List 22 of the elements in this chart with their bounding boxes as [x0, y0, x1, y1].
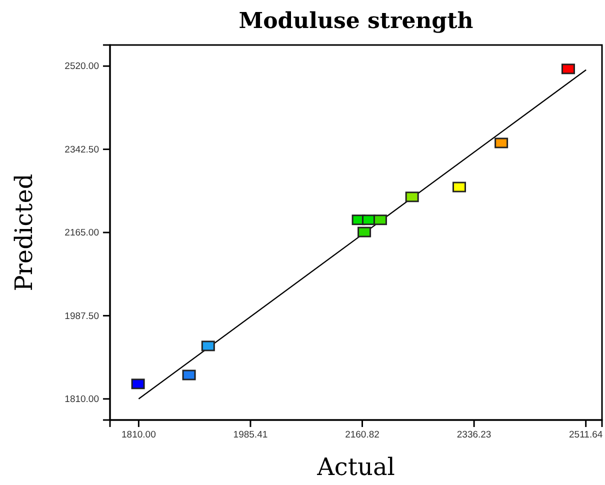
chart-title: Moduluse strength	[238, 8, 474, 34]
point	[561, 64, 575, 74]
point	[201, 340, 215, 352]
y-axis-title: Predicted	[10, 174, 38, 292]
x-tick-label: 2336.23	[456, 430, 492, 441]
point	[452, 182, 466, 192]
x-axis-title: Actual	[316, 453, 395, 481]
x-tick-label: 1985.41	[233, 430, 268, 441]
point	[182, 370, 196, 380]
x-tick-label: 2160.82	[345, 430, 380, 441]
y-tick-label: 2342.50	[64, 144, 99, 156]
point	[405, 192, 419, 202]
point	[494, 138, 508, 148]
y-tick-label: 1810.00	[64, 394, 99, 405]
point	[373, 214, 387, 226]
x-tick-label: 2511.64	[569, 430, 603, 441]
y-tick-label: 2520.00	[64, 61, 99, 72]
point	[131, 378, 145, 390]
y-tick-label: 1987.50	[64, 310, 99, 322]
x-tick-label: 1810.00	[122, 430, 156, 441]
y-tick-label: 2165.00	[64, 228, 99, 239]
point	[358, 226, 372, 238]
